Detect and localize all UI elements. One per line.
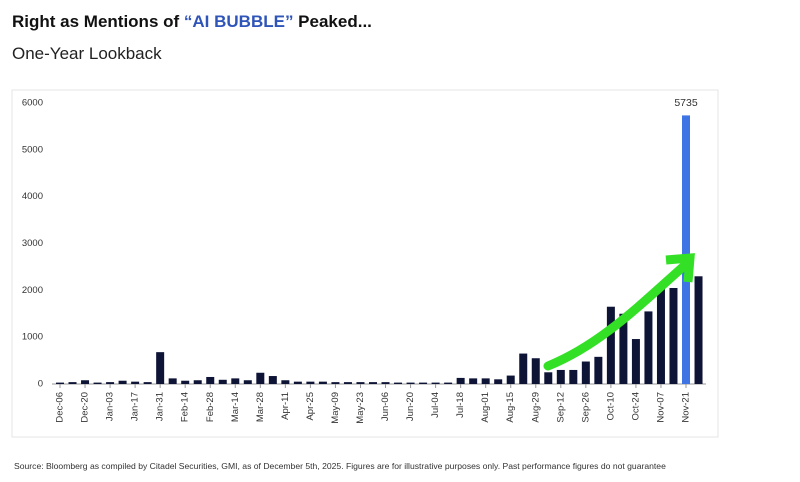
- y-tick-label: 0: [38, 379, 43, 390]
- x-tick-label: Apr-11: [280, 392, 291, 420]
- bar: [369, 382, 377, 384]
- bar: [394, 382, 403, 384]
- bar: [331, 382, 340, 384]
- bar: [544, 372, 553, 384]
- x-tick-label: Mar-14: [230, 392, 241, 422]
- x-tick-label: Aug-29: [530, 392, 541, 423]
- y-tick-label: 2000: [22, 285, 43, 296]
- bar: [506, 375, 515, 384]
- bar: [156, 352, 165, 384]
- bar: [581, 361, 590, 384]
- x-tick-label: Oct-24: [630, 392, 641, 421]
- bar: [168, 378, 177, 384]
- bar: [682, 115, 690, 385]
- bar: [594, 356, 603, 384]
- title-suffix: Peaked...: [293, 12, 372, 31]
- y-tick-label: 5000: [22, 144, 43, 155]
- x-tick-label: Aug-01: [480, 392, 491, 423]
- bar: [343, 382, 352, 384]
- bar: [56, 382, 64, 384]
- bar: [631, 339, 640, 384]
- bar: [106, 382, 115, 384]
- x-tick-label: May-09: [330, 392, 341, 424]
- bar: [669, 287, 678, 384]
- x-tick-label: Aug-15: [505, 392, 516, 423]
- bar: [193, 380, 202, 384]
- bar: [531, 358, 540, 384]
- bar: [306, 381, 315, 384]
- x-tick-label: Feb-14: [180, 392, 191, 422]
- bar: [243, 380, 252, 384]
- bar: [381, 382, 390, 384]
- x-tick-label: Mar-28: [255, 392, 266, 422]
- bar: [431, 382, 440, 384]
- y-tick-label: 1000: [22, 332, 43, 343]
- x-tick-label: Jan-03: [105, 392, 116, 421]
- title-highlight: “AI BUBBLE”: [183, 12, 294, 31]
- x-tick-label: Jul-04: [430, 392, 441, 418]
- x-tick-label: Jun-20: [405, 392, 416, 421]
- bar: [68, 382, 77, 384]
- x-tick-label: Jan-17: [130, 392, 141, 421]
- x-tick-label: Sep-12: [555, 392, 566, 423]
- bar: [281, 380, 290, 384]
- arrow-head: [665, 253, 695, 283]
- bar: [494, 379, 503, 384]
- bar: [81, 380, 90, 384]
- bar: [406, 382, 415, 384]
- bar: [181, 380, 190, 384]
- chart-subtitle: One-Year Lookback: [12, 44, 162, 63]
- y-tick-label: 4000: [22, 191, 43, 202]
- x-tick-label: Feb-28: [205, 392, 216, 422]
- x-tick-label: Dec-06: [55, 392, 66, 423]
- source-note: Source: Bloomberg as compiled by Citadel…: [14, 461, 666, 471]
- chart-title: Right as Mentions of “AI BUBBLE” Peaked.…: [12, 12, 372, 32]
- chart: 0 1000 2000 3000 4000 5000 6000 Dec-06 Dec-20 Jan…: [11, 89, 719, 438]
- bar: [268, 376, 277, 384]
- trend-arrow: [543, 253, 695, 371]
- y-tick-label: 6000: [22, 98, 43, 109]
- x-tick-label: Oct-10: [605, 392, 616, 421]
- bar: [519, 353, 528, 384]
- x-tick-label: Apr-25: [305, 392, 316, 421]
- bar: [606, 306, 615, 384]
- bar: [481, 378, 490, 384]
- x-tick-label: Nov-07: [655, 392, 666, 423]
- bar: [318, 381, 327, 384]
- bar: [469, 378, 478, 384]
- bar: [419, 382, 428, 384]
- bar: [656, 287, 665, 384]
- x-tick-label: Jan-31: [155, 392, 166, 421]
- bar: [231, 378, 240, 384]
- bar: [356, 382, 365, 384]
- arrow-shaft: [543, 261, 689, 371]
- bar: [118, 380, 127, 384]
- data-label: 5735: [674, 97, 698, 109]
- bar: [218, 379, 227, 384]
- bar: [444, 382, 453, 384]
- bar: [143, 382, 152, 384]
- x-tick-label: Jul-18: [455, 392, 466, 418]
- x-tick-label: May-23: [355, 392, 366, 424]
- plot-frame: [11, 89, 719, 438]
- bar: [619, 313, 628, 384]
- bar: [456, 377, 465, 384]
- bar: [131, 381, 140, 384]
- bar: [256, 372, 265, 384]
- bar: [206, 376, 215, 384]
- title-prefix: Right as Mentions of: [12, 12, 184, 31]
- x-tick-label: Sep-26: [580, 392, 591, 423]
- x-tick-label: Nov-21: [681, 392, 692, 423]
- bar: [93, 382, 102, 384]
- y-tick-label: 3000: [22, 238, 43, 249]
- bar: [694, 276, 703, 384]
- x-tick-label: Jun-06: [380, 392, 391, 421]
- bar: [644, 311, 653, 384]
- bar: [569, 369, 578, 384]
- bar: [293, 381, 302, 384]
- bar: [556, 369, 565, 384]
- x-tick-label: Dec-20: [80, 392, 91, 423]
